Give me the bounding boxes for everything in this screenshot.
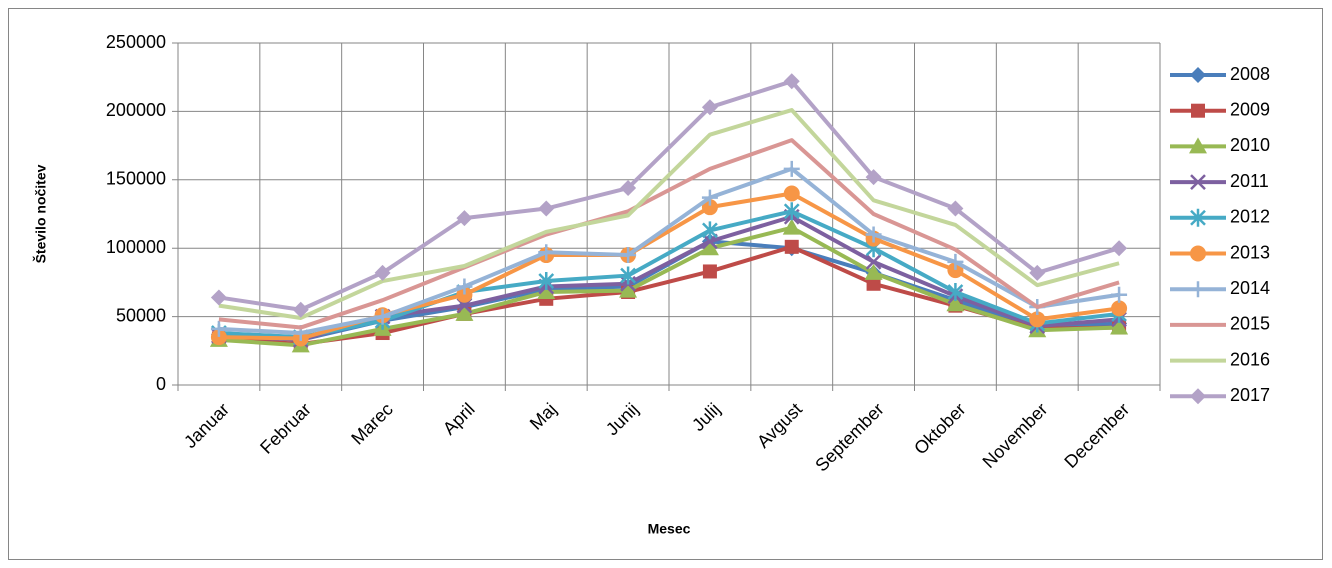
marker	[1190, 388, 1206, 405]
marker	[701, 199, 718, 216]
marker	[866, 276, 881, 291]
marker	[456, 210, 473, 227]
marker	[374, 264, 391, 281]
marker	[701, 99, 718, 116]
y-tick-label: 50000	[116, 305, 166, 325]
y-tick-label: 0	[156, 374, 166, 394]
marker	[1190, 281, 1206, 298]
marker	[783, 73, 800, 90]
legend-label: 2012	[1230, 207, 1270, 227]
legend-label: 2008	[1230, 64, 1270, 84]
legend-label: 2010	[1230, 135, 1270, 155]
marker	[701, 189, 718, 206]
y-tick-label: 200000	[106, 100, 166, 120]
legend-label: 2017	[1230, 385, 1270, 405]
y-tick-label: 250000	[106, 32, 166, 52]
series-line	[218, 209, 1120, 340]
marker	[946, 295, 965, 312]
marker	[1110, 318, 1129, 335]
y-tick-label: 150000	[106, 169, 166, 189]
marker	[620, 247, 637, 264]
marker	[538, 272, 555, 291]
marker	[538, 244, 555, 261]
marker	[456, 286, 473, 303]
marker	[1029, 264, 1046, 281]
legend-label: 2016	[1230, 349, 1270, 369]
marker	[702, 264, 717, 279]
marker	[620, 180, 637, 197]
legend-label: 2011	[1230, 171, 1269, 191]
marker	[783, 160, 800, 177]
series-line	[218, 166, 1120, 336]
marker	[538, 200, 555, 217]
marker	[620, 266, 636, 285]
series-line	[218, 108, 1120, 320]
marker	[947, 200, 964, 217]
marker	[537, 282, 556, 299]
series-line	[218, 225, 1120, 348]
marker	[1111, 240, 1128, 257]
legend-label: 2009	[1230, 99, 1270, 119]
marker	[292, 301, 309, 318]
x-axis-title: Mesec	[648, 521, 691, 537]
marker	[456, 278, 473, 295]
legend-label: 2014	[1230, 278, 1270, 298]
series-line	[218, 138, 1120, 330]
marker	[210, 289, 227, 306]
marker	[947, 253, 964, 270]
marker	[865, 226, 882, 243]
marker	[1190, 67, 1206, 83]
marker	[455, 304, 474, 321]
marker	[783, 202, 800, 221]
marker	[947, 282, 964, 301]
marker	[1189, 137, 1207, 154]
legend-label: 2013	[1230, 242, 1270, 262]
marker	[784, 239, 799, 254]
marker	[1111, 286, 1128, 303]
marker	[1190, 174, 1206, 190]
marker	[864, 263, 883, 280]
marker	[1029, 311, 1046, 328]
marker	[1191, 103, 1205, 118]
legend-label: 2015	[1230, 314, 1270, 334]
marker	[210, 320, 227, 337]
marker	[865, 253, 882, 270]
marker	[210, 329, 227, 346]
marker	[700, 239, 719, 256]
marker	[702, 221, 718, 240]
marker	[1111, 300, 1128, 317]
marker	[619, 281, 638, 298]
series-line	[218, 79, 1120, 312]
y-tick-label: 100000	[106, 237, 166, 257]
marker	[782, 218, 801, 235]
marker	[1190, 208, 1206, 227]
marker	[865, 169, 882, 186]
marker	[374, 308, 391, 325]
marker	[1190, 245, 1206, 262]
y-axis-title: Število nočitev	[32, 164, 49, 263]
marker	[783, 185, 800, 202]
